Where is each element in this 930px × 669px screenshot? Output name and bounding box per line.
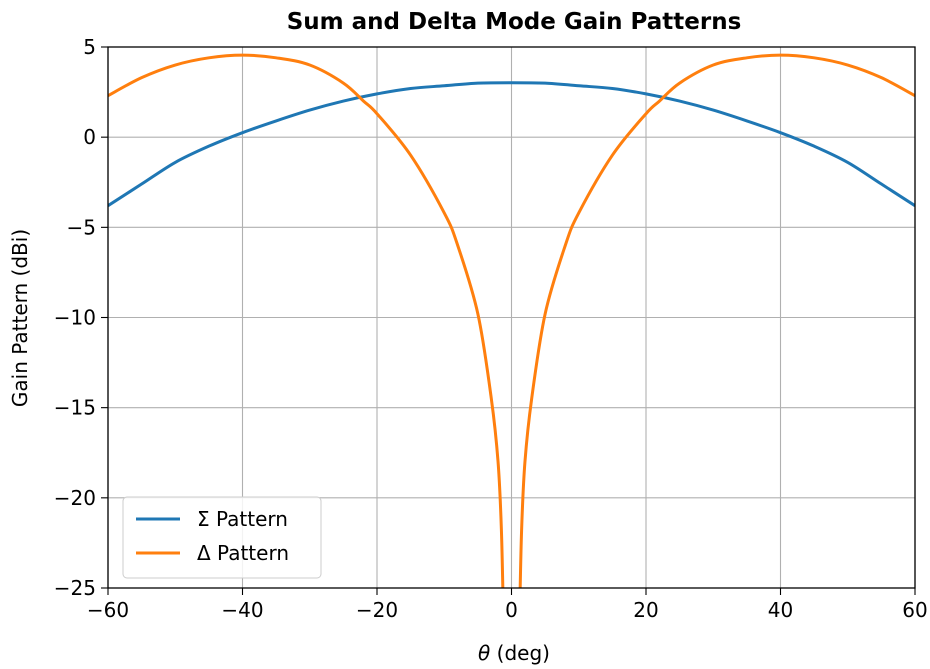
sum-pattern-line [108, 81, 915, 207]
x-tick-label: −20 [356, 598, 398, 622]
legend-box [122, 496, 322, 579]
legend-label-sum: Σ Pattern [197, 507, 288, 531]
y-axis-label: Gain Pattern (dBi) [8, 229, 32, 407]
delta-pattern-line-2 [518, 53, 915, 588]
x-axis-label-unit: (deg) [490, 641, 550, 665]
x-tick-label: 20 [633, 598, 658, 622]
x-tick-label: 60 [902, 598, 927, 622]
legend: Σ Pattern Δ Pattern [122, 496, 322, 579]
x-tick-label: 40 [768, 598, 793, 622]
y-tick-label: −25 [54, 576, 96, 600]
x-tick-label: 0 [505, 598, 518, 622]
series-layer [108, 53, 915, 588]
y-tick-label: −5 [67, 215, 96, 239]
y-tick-label: −10 [54, 306, 96, 330]
delta-pattern-line-1 [108, 53, 505, 588]
x-tick-label: −40 [221, 598, 263, 622]
x-tick-label: −60 [87, 598, 129, 622]
ticks: −60 −40 −20 0 20 40 60 −25 −20 −15 −10 −5 0 5 [54, 35, 928, 622]
legend-label-delta: Δ Pattern [197, 541, 289, 565]
chart-title: Sum and Delta Mode Gain Patterns [287, 9, 742, 35]
y-tick-label: −20 [54, 486, 96, 510]
y-tick-label: 0 [83, 125, 96, 149]
y-tick-label: −15 [54, 396, 96, 420]
y-tick-label: 5 [83, 35, 96, 59]
x-axis-label-symbol: θ [478, 641, 490, 665]
x-axis-label: θ (deg) [478, 641, 550, 665]
